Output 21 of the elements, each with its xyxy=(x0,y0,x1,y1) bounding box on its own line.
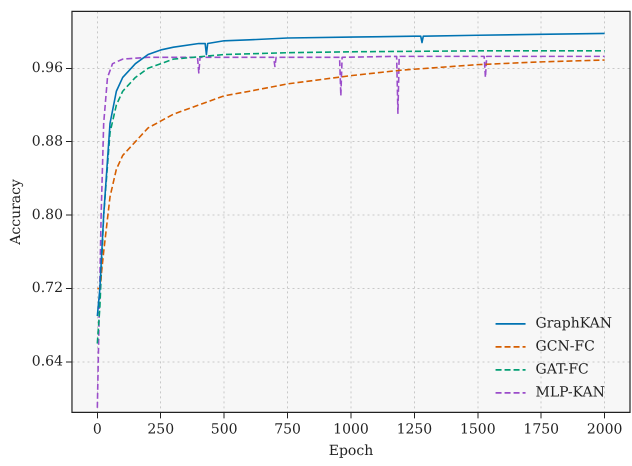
y-tick-label: 0.96 xyxy=(32,60,64,76)
x-tick-label: 500 xyxy=(210,421,238,438)
y-tick-label: 0.80 xyxy=(32,206,63,223)
x-tick-label: 250 xyxy=(147,421,174,438)
legend-label: MLP-KAN xyxy=(536,384,605,401)
x-tick-label: 0 xyxy=(92,421,102,438)
x-tick-label: 1000 xyxy=(333,421,369,438)
legend-label: GAT-FC xyxy=(536,362,589,378)
x-tick-label: 1500 xyxy=(460,421,496,438)
y-tick-label: 0.88 xyxy=(32,133,63,150)
x-tick-label: 1250 xyxy=(396,421,432,438)
y-axis-title: Accuracy xyxy=(8,179,24,246)
line-series xyxy=(96,59,606,290)
y-tick-label: 0.64 xyxy=(32,354,64,370)
legend-label: GCN-FC xyxy=(536,338,595,355)
legend-label: GraphKAN xyxy=(536,316,612,332)
x-tick-label: 2000 xyxy=(586,421,622,438)
x-tick-label: 1750 xyxy=(523,421,560,438)
y-tick-label: 0.72 xyxy=(32,280,63,296)
x-axis-title: Epoch xyxy=(328,443,374,460)
x-tick-label: 750 xyxy=(274,421,301,438)
